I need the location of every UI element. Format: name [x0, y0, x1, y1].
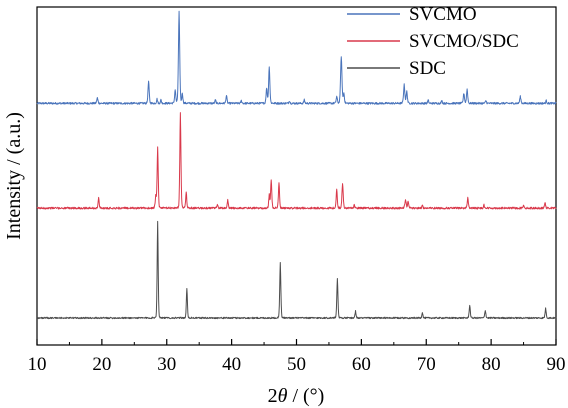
x-tick-label: 60 [352, 354, 371, 375]
x-tick-label: 40 [222, 354, 241, 375]
x-axis-ticks: 10 20 30 40 50 60 70 80 90 [28, 339, 566, 375]
legend-label: SVCMO [409, 4, 477, 25]
x-axis-title-theta: θ [278, 385, 288, 407]
plot-frame [36, 6, 557, 346]
x-tick-label: 50 [287, 354, 306, 375]
legend-label: SDC [409, 58, 446, 79]
x-tick-label: 90 [547, 354, 566, 375]
legend: SVCMO SVCMO/SDC SDC [347, 4, 519, 79]
series-line-svcmo-sdc [36, 112, 557, 210]
x-tick-label: 10 [28, 354, 47, 375]
y-axis-title: Intensity / (a.u.) [3, 112, 25, 240]
series-layer [36, 10, 557, 320]
x-tick-label: 20 [92, 354, 111, 375]
x-tick-label: 30 [157, 354, 176, 375]
x-tick-label: 80 [482, 354, 501, 375]
series-line-svcmo [36, 10, 557, 105]
x-axis-title-part-3: / (°) [287, 385, 324, 407]
x-tick-label: 70 [417, 354, 436, 375]
series-line-sdc [36, 220, 557, 320]
x-axis-title: 2θ / (°) [268, 385, 325, 407]
x-axis-title-part-1: 2 [268, 385, 278, 407]
legend-label: SVCMO/SDC [409, 31, 519, 52]
